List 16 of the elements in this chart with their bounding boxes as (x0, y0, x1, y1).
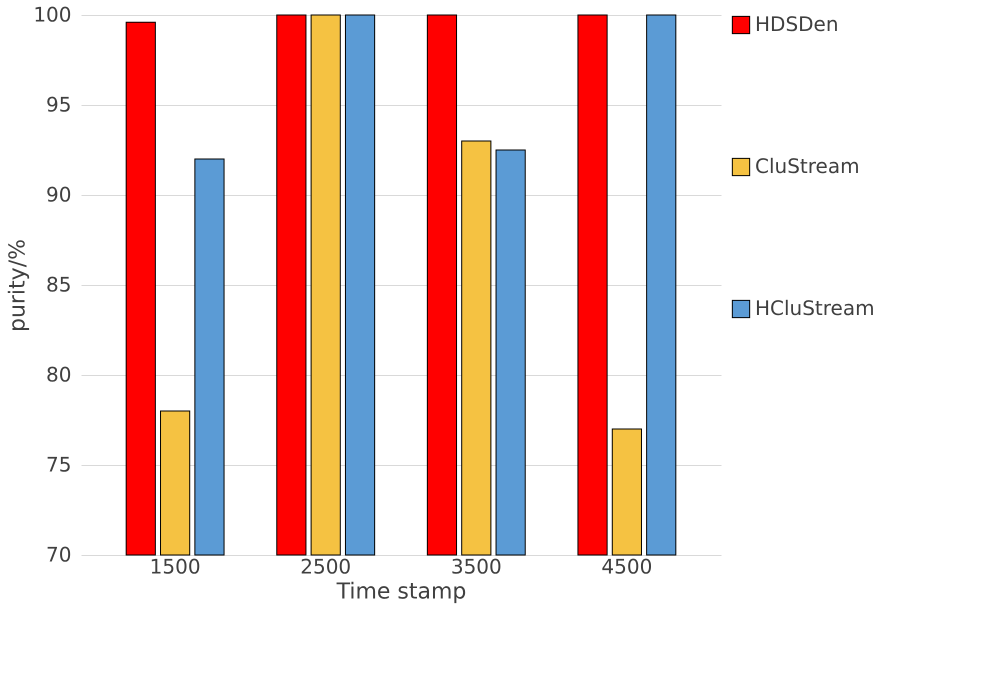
y-tick-label: 85 (46, 272, 72, 296)
y-tick-label: 95 (46, 92, 72, 116)
x-tick-label: 2500 (300, 554, 352, 578)
legend-label: HCluStream (755, 296, 875, 320)
y-tick-label: 100 (33, 2, 72, 26)
x-tick-label: 1500 (150, 554, 201, 578)
y-tick-label: 80 (46, 362, 72, 386)
y-tick-label: 70 (46, 542, 72, 566)
x-tick-label: 3500 (450, 554, 502, 578)
legend-label: HDSDen (755, 12, 839, 36)
x-axis-title: Time stamp (336, 580, 466, 604)
legend-label: CluStream (755, 154, 860, 178)
y-axis-title: purity/% (5, 238, 30, 332)
y-tick-label: 90 (46, 182, 72, 206)
y-tick-label: 75 (46, 452, 72, 476)
x-tick-label: 4500 (601, 554, 652, 578)
